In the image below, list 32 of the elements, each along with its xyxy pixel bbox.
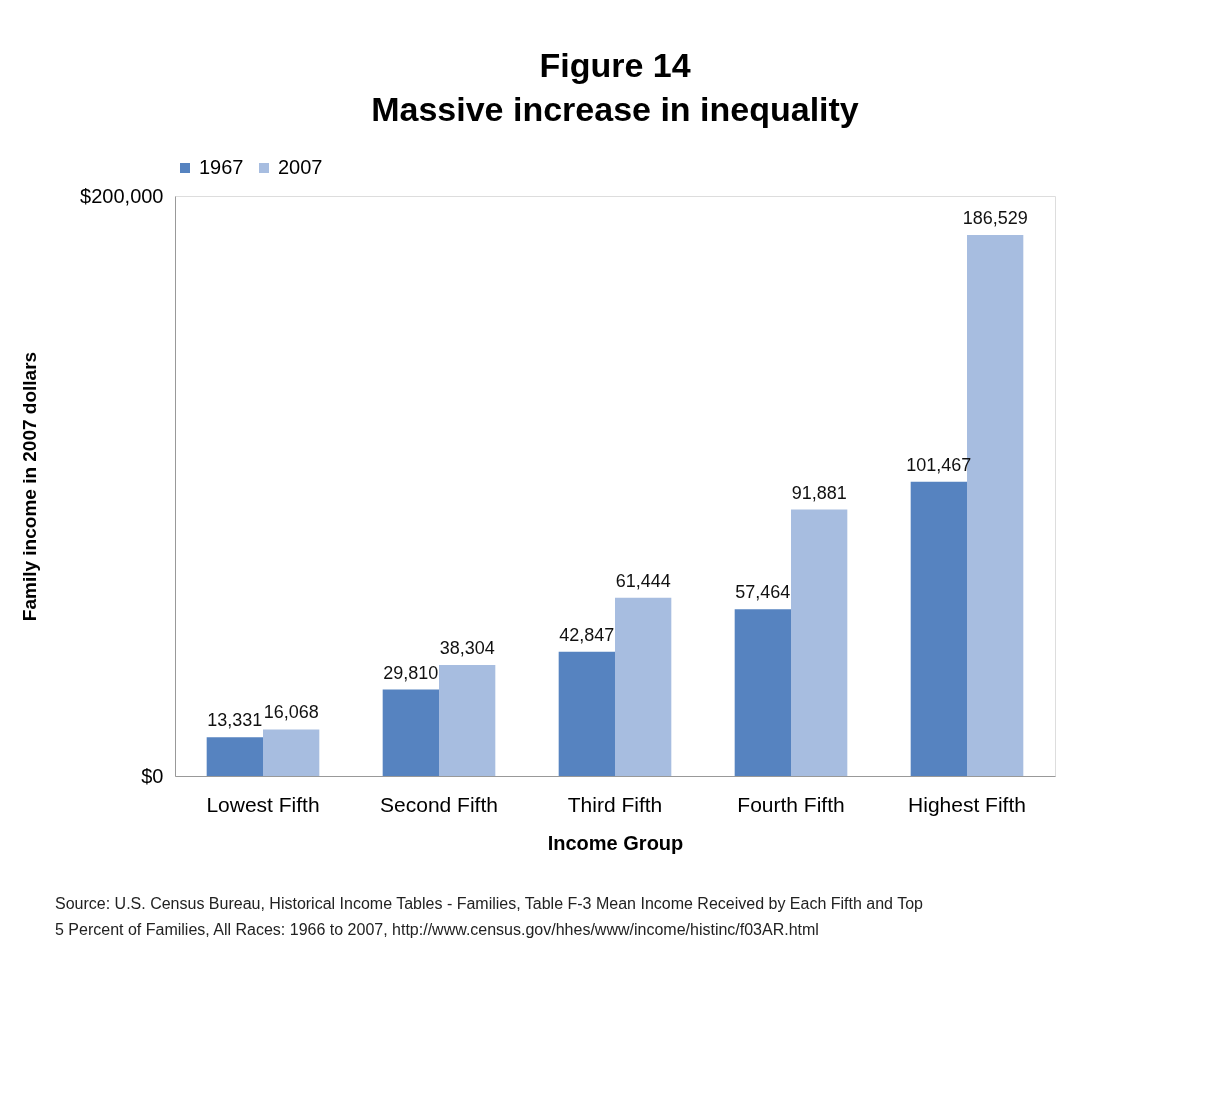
- data-label: 61,444: [615, 570, 671, 591]
- bar: [615, 597, 672, 776]
- x-tick-label: Fourth Fifth: [737, 792, 845, 816]
- data-label: 29,810: [383, 662, 439, 683]
- y-tick-label: $200,000: [80, 184, 164, 207]
- data-label: 186,529: [962, 208, 1028, 229]
- data-label: 42,847: [559, 624, 615, 645]
- y-axis-title: Family income in 2007 dollars: [19, 351, 41, 622]
- data-label: 91,881: [791, 482, 847, 503]
- x-axis-title: Income Group: [547, 831, 684, 854]
- bar: [734, 609, 791, 776]
- x-tick-label: Second Fifth: [380, 792, 498, 816]
- legend-label: 2007: [278, 156, 323, 178]
- bar: [439, 664, 496, 776]
- chart-title: Figure 14 Massive increase in inequality: [371, 46, 859, 128]
- data-label: 13,331: [207, 710, 263, 731]
- x-tick-label: Third Fifth: [567, 792, 663, 816]
- bar: [263, 729, 320, 776]
- data-label: 38,304: [439, 637, 495, 658]
- bar: [558, 651, 615, 776]
- data-label: 101,467: [906, 454, 972, 475]
- legend-label: 1967: [199, 156, 244, 178]
- bar: [206, 737, 263, 776]
- bar: [791, 509, 848, 776]
- source-note: Source: U.S. Census Bureau, Historical Income Tables - Families, Table F-3 Mean Income Received by Each Fifth and Top 5 Percent of Families, All Races: 1966 to 2007, http://www.census.gov/hhes/www/income/histinc/f03AR.html: [55, 895, 924, 938]
- bar: [910, 481, 967, 776]
- data-label: 57,464: [735, 582, 791, 603]
- y-tick-label: $0: [141, 764, 164, 787]
- bar: [382, 689, 439, 776]
- x-tick-label: Highest Fifth: [908, 792, 1026, 816]
- x-tick-label: Lowest Fifth: [206, 792, 320, 816]
- data-label: 16,068: [263, 702, 319, 723]
